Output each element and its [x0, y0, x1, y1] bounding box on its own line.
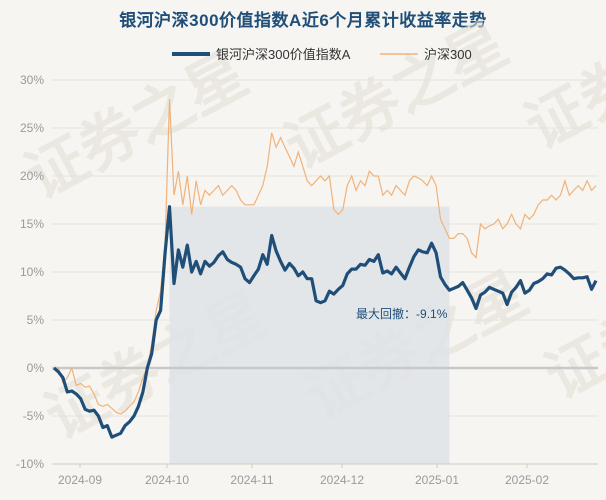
max-drawdown-region: [169, 206, 450, 464]
y-tick-label: 5%: [27, 313, 45, 327]
x-tick-label: 2024-09: [58, 473, 102, 487]
series-line-fund: [52, 205, 598, 439]
y-tick-label: -5%: [23, 409, 45, 423]
x-tick-label: 2025-01: [415, 473, 459, 487]
watermark-text: 证券之星: [15, 40, 258, 212]
y-tick-label: 15%: [20, 217, 44, 231]
watermark-text: 证券之星: [535, 240, 606, 412]
max-drawdown-label: 最大回撤：-9.1%: [356, 306, 448, 321]
watermark-text: 证券之星: [515, 0, 606, 161]
legend-label-hs300: 沪深300: [424, 47, 472, 62]
x-tick-label: 2024-12: [320, 473, 364, 487]
series-line-hs300: [54, 99, 597, 415]
y-tick-label: 0%: [27, 361, 45, 375]
chart-title: 银河沪深300价值指数A近6个月累计收益率走势: [119, 11, 487, 30]
y-tick-label: 30%: [20, 73, 44, 87]
watermark-text: 证券之星: [275, 10, 518, 182]
y-tick-label: 25%: [20, 121, 44, 135]
y-tick-label: -10%: [16, 457, 44, 471]
x-tick-label: 2024-10: [145, 473, 189, 487]
y-tick-label: 10%: [20, 265, 44, 279]
legend-label-fund: 银河沪深300价值指数A: [216, 47, 351, 62]
y-tick-label: 20%: [20, 169, 44, 183]
x-tick-label: 2025-02: [505, 473, 549, 487]
x-tick-label: 2024-11: [230, 473, 273, 487]
